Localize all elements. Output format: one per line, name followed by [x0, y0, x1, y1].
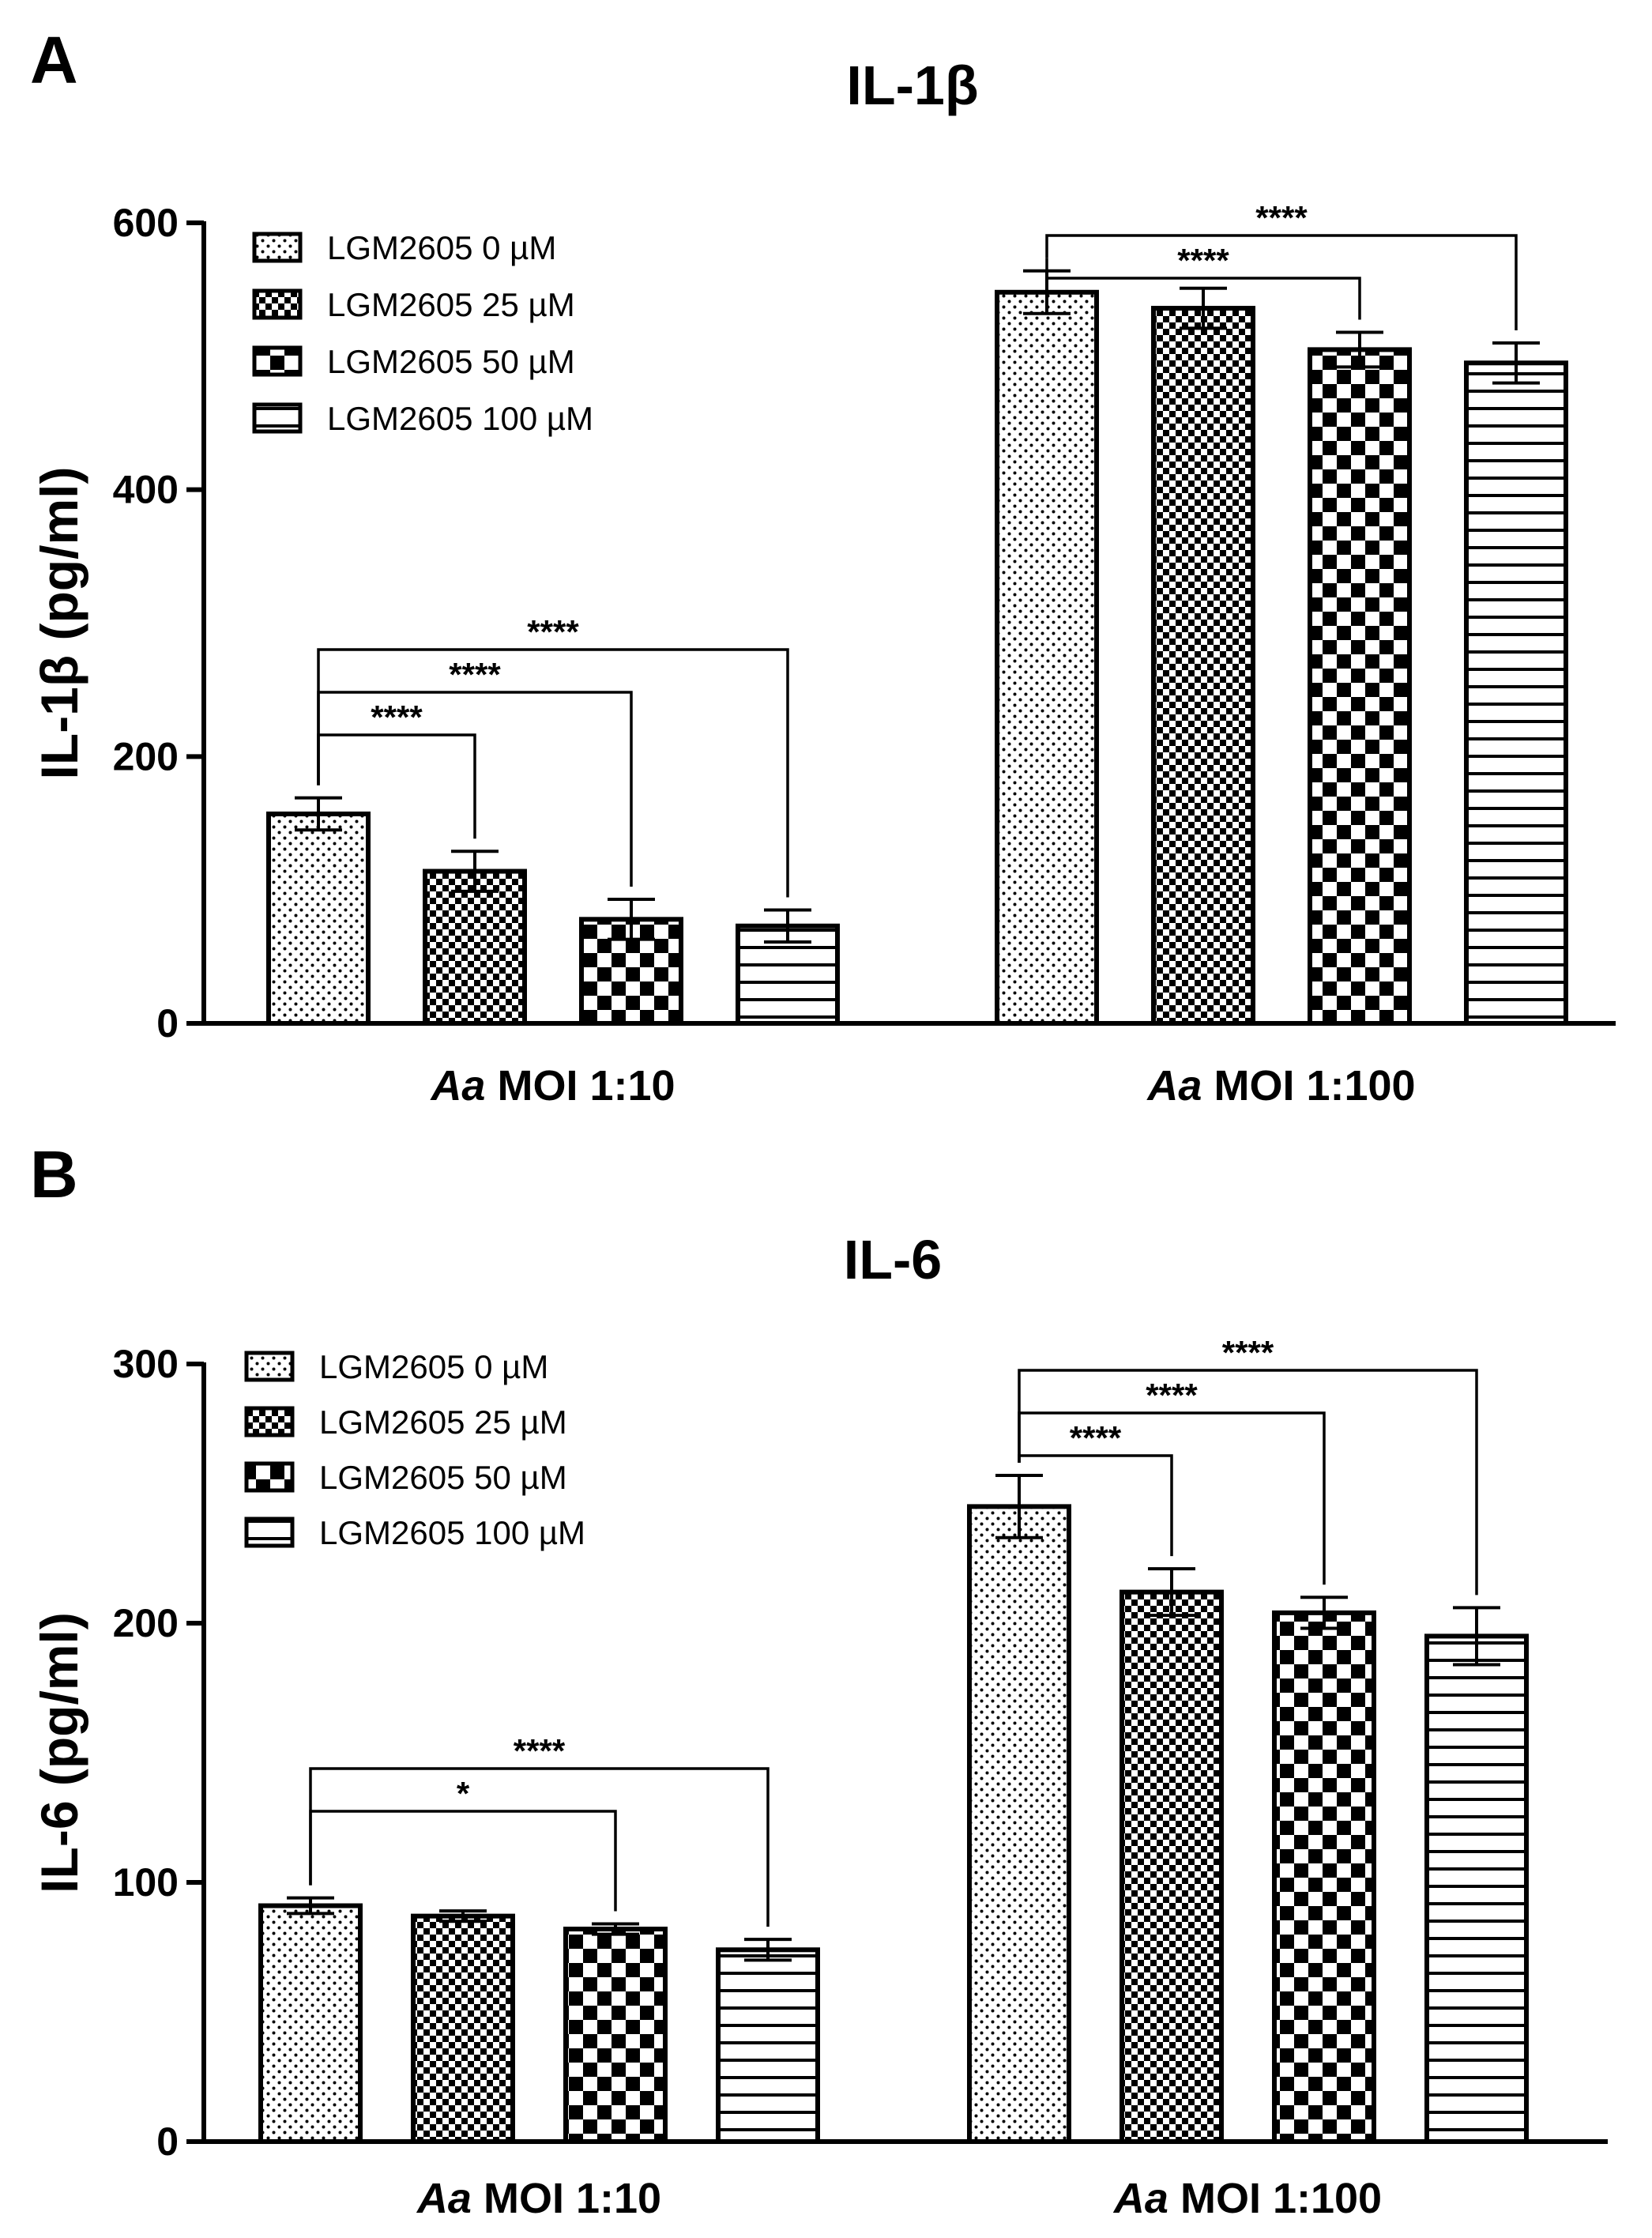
x-group-label-moi: MOI 1:10: [485, 1062, 675, 1110]
x-group-label: Aa MOI 1:100: [1112, 2175, 1382, 2222]
chart-title: IL-1β: [846, 55, 978, 116]
legend-swatch: [252, 288, 303, 320]
significance-label: ****: [514, 1732, 566, 1769]
legend-swatch: [244, 1516, 295, 1548]
legend-label: LGM2605 25 µM: [319, 1403, 567, 1441]
legend-label: LGM2605 100 µM: [319, 1514, 585, 1551]
x-group-label-species: Aa: [429, 1062, 485, 1110]
x-group-label: Aa MOI 1:10: [429, 1062, 675, 1110]
y-tick-label: 0: [156, 1001, 179, 1046]
x-group-label: Aa MOI 1:10: [416, 2175, 661, 2222]
significance-label: ****: [1255, 199, 1308, 236]
legend-swatch: [244, 1406, 295, 1437]
x-group-label-moi: MOI 1:10: [472, 2175, 661, 2222]
significance-label: ****: [1222, 1334, 1274, 1371]
bar: [411, 1913, 515, 2144]
bar: [1308, 347, 1412, 1026]
y-tick-label: 0: [156, 2119, 179, 2164]
chart-title: IL-6: [844, 1229, 942, 1290]
significance-bracket: [317, 648, 789, 898]
y-tick-label: 300: [113, 1342, 179, 1386]
legend-label: LGM2605 50 µM: [327, 343, 575, 380]
significance-bracket: [309, 1767, 770, 1927]
significance-label: ****: [1070, 1419, 1122, 1456]
bar: [1424, 1633, 1529, 2144]
bar: [1272, 1610, 1376, 2144]
legend-swatch: [244, 1461, 295, 1493]
y-tick-label: 200: [113, 734, 179, 778]
x-group-label-moi: MOI 1:100: [1202, 1062, 1415, 1110]
bar: [563, 1927, 668, 2145]
significance-bracket: [309, 1810, 617, 1912]
x-group-label-moi: MOI 1:100: [1168, 2175, 1382, 2222]
bar: [1120, 1589, 1224, 2144]
y-axis-label: IL-1β (pg/ml): [30, 467, 88, 780]
bar: [1151, 306, 1255, 1026]
legend-swatch: [252, 345, 303, 377]
panel-letter: A: [30, 23, 78, 97]
significance-label: ****: [1177, 242, 1229, 279]
chart-panel-a: A IL-1β IL-1β (pg/ml) 0 200 400 600 Aa MOI 1:10…: [30, 23, 1616, 1110]
significance-label: ****: [449, 656, 501, 693]
y-tick-label: 200: [113, 1601, 179, 1645]
x-group-label-species: Aa: [1146, 1062, 1202, 1110]
x-group-label-species: Aa: [416, 2175, 472, 2222]
legend-label: LGM2605 0 µM: [319, 1348, 548, 1385]
significance-bracket: [1045, 258, 1361, 320]
y-axis-label: IL-6 (pg/ml): [30, 1612, 88, 1893]
bar: [423, 868, 527, 1027]
significance-bracket: [1045, 234, 1518, 330]
significance-label: ****: [1146, 1377, 1198, 1414]
x-group-label: Aa MOI 1:100: [1146, 1062, 1415, 1110]
bar: [967, 1504, 1071, 2144]
legend-label: LGM2605 0 µM: [327, 229, 556, 266]
y-tick-label: 400: [113, 468, 179, 512]
bar: [266, 811, 371, 1026]
legend-label: LGM2605 50 µM: [319, 1459, 567, 1496]
legend-swatch: [244, 1351, 295, 1382]
legend-swatch: [252, 232, 303, 263]
significance-bracket: [1018, 1369, 1478, 1596]
bar: [1464, 360, 1568, 1026]
significance-label: *: [457, 1775, 470, 1812]
legend-label: LGM2605 25 µM: [327, 286, 575, 323]
y-tick-label: 100: [113, 1860, 179, 1905]
y-tick-label: 600: [113, 201, 179, 245]
significance-label: ****: [371, 699, 423, 736]
bar: [258, 1903, 363, 2145]
significance-label: ****: [527, 613, 579, 650]
legend-swatch: [252, 402, 303, 434]
x-group-label-species: Aa: [1112, 2175, 1168, 2222]
panel-letter: B: [30, 1137, 78, 1211]
bar: [995, 289, 1099, 1026]
legend-label: LGM2605 100 µM: [327, 400, 593, 437]
bar: [716, 1947, 820, 2145]
